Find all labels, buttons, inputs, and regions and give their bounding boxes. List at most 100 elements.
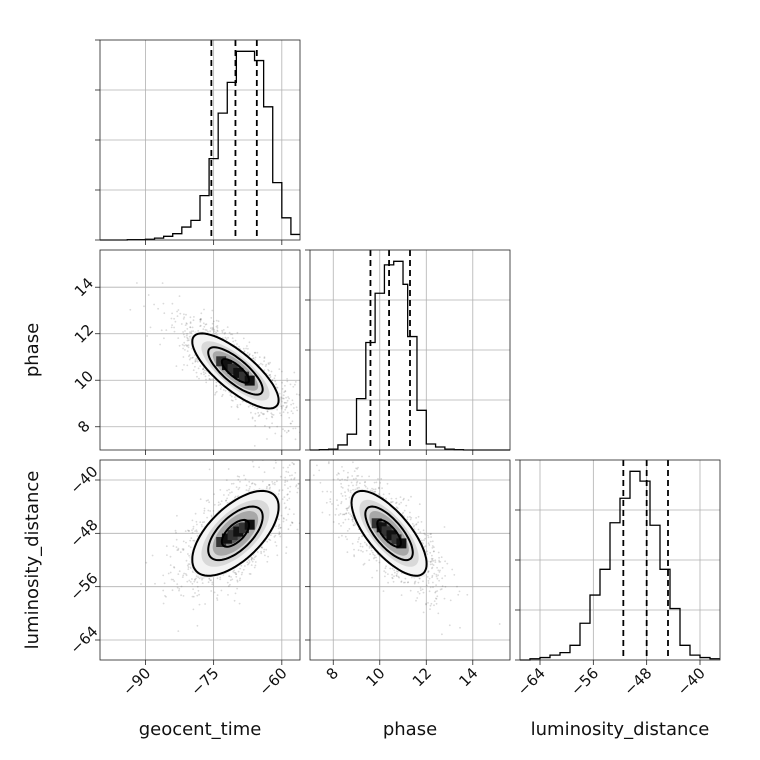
sample-point [268,484,270,486]
sample-point [197,589,200,592]
sample-point [292,427,295,430]
sample-point [271,453,273,455]
sample-point [209,378,212,381]
sample-point [229,492,231,494]
sample-point [422,529,425,532]
sample-point [202,368,205,371]
sample-point [425,602,427,605]
sample-point [151,554,154,557]
sample-point [179,312,182,315]
sample-point [210,590,213,592]
sample-point [225,499,228,502]
sample-point [286,380,289,383]
sample-point [272,483,274,485]
sample-point [277,493,280,495]
sample-point [451,568,454,571]
sample-point [343,513,345,516]
sample-point [227,594,229,596]
panels: −64 −56 −48 −40 8 10 12 14 −90 −75 −60 −64 −56 −48 −40… [66,39,721,699]
x-tick-label: −56 [567,664,602,699]
sample-point [282,466,285,469]
y-tick-label: 10 [71,367,97,393]
sample-point [278,533,280,536]
sample-point [228,391,231,394]
sample-point [422,611,425,614]
sample-point [346,479,348,482]
sample-point [280,514,283,517]
sample-point [364,485,367,488]
sample-point [166,554,168,556]
sample-point [268,363,270,365]
sample-point [420,521,423,523]
sample-point [200,318,203,320]
sample-point [340,501,343,503]
sample-point [194,365,196,368]
sample-point [254,359,256,361]
sample-point [435,584,437,586]
sample-point [191,582,194,585]
sample-point [402,581,405,584]
sample-point [205,323,208,326]
sample-point [269,539,272,541]
sample-point [456,585,458,588]
sample-point [341,487,344,489]
sample-point [458,590,461,593]
sample-point [349,491,352,494]
sample-point [227,336,230,339]
sample-point [440,556,443,559]
sample-point [284,384,286,387]
sample-point [435,573,438,576]
contour-line [207,505,264,562]
sample-point [213,330,216,333]
axes-frame [99,459,301,661]
sample-point [349,513,352,516]
sample-point [234,339,237,342]
y-tick-label: −56 [66,569,101,604]
x-tick-label: −75 [187,664,222,699]
x-tick-label: 10 [362,664,388,690]
sample-point [274,534,277,537]
sample-point [231,333,234,336]
sample-point [432,550,435,553]
sample-point [419,531,422,534]
sample-point [255,555,257,558]
contour-line [220,358,251,384]
sample-point [430,560,433,563]
sample-point [353,555,356,558]
sample-point [258,466,260,469]
sample-point [374,488,377,491]
sample-point [170,578,173,581]
sample-point [270,412,273,415]
sample-point [286,405,288,407]
contour-line [191,332,280,410]
sample-point [428,577,431,580]
sample-point [304,424,306,426]
sample-point [199,325,202,327]
sample-point [429,560,432,563]
sample-point [187,337,189,340]
sample-point [213,328,216,331]
sample-point [312,411,314,413]
sample-point [338,473,340,475]
sample-point [254,351,256,354]
sample-point [302,481,304,483]
sample-point [340,482,342,485]
sample-point [377,478,379,480]
sample-point [424,537,427,540]
sample-point [280,407,283,410]
sample-point [225,338,228,341]
sample-point [359,482,361,485]
sample-point [346,551,349,554]
sample-point [162,302,165,305]
sample-point [272,414,275,416]
sample-point [254,424,257,427]
sample-point [428,590,431,593]
sample-point [434,561,437,563]
sample-point [341,440,343,442]
sample-point [223,494,225,496]
sample-point [356,468,359,470]
sample-point [431,557,434,560]
sample-point [303,413,305,415]
sample-point [268,427,271,429]
sample-point [268,538,270,541]
